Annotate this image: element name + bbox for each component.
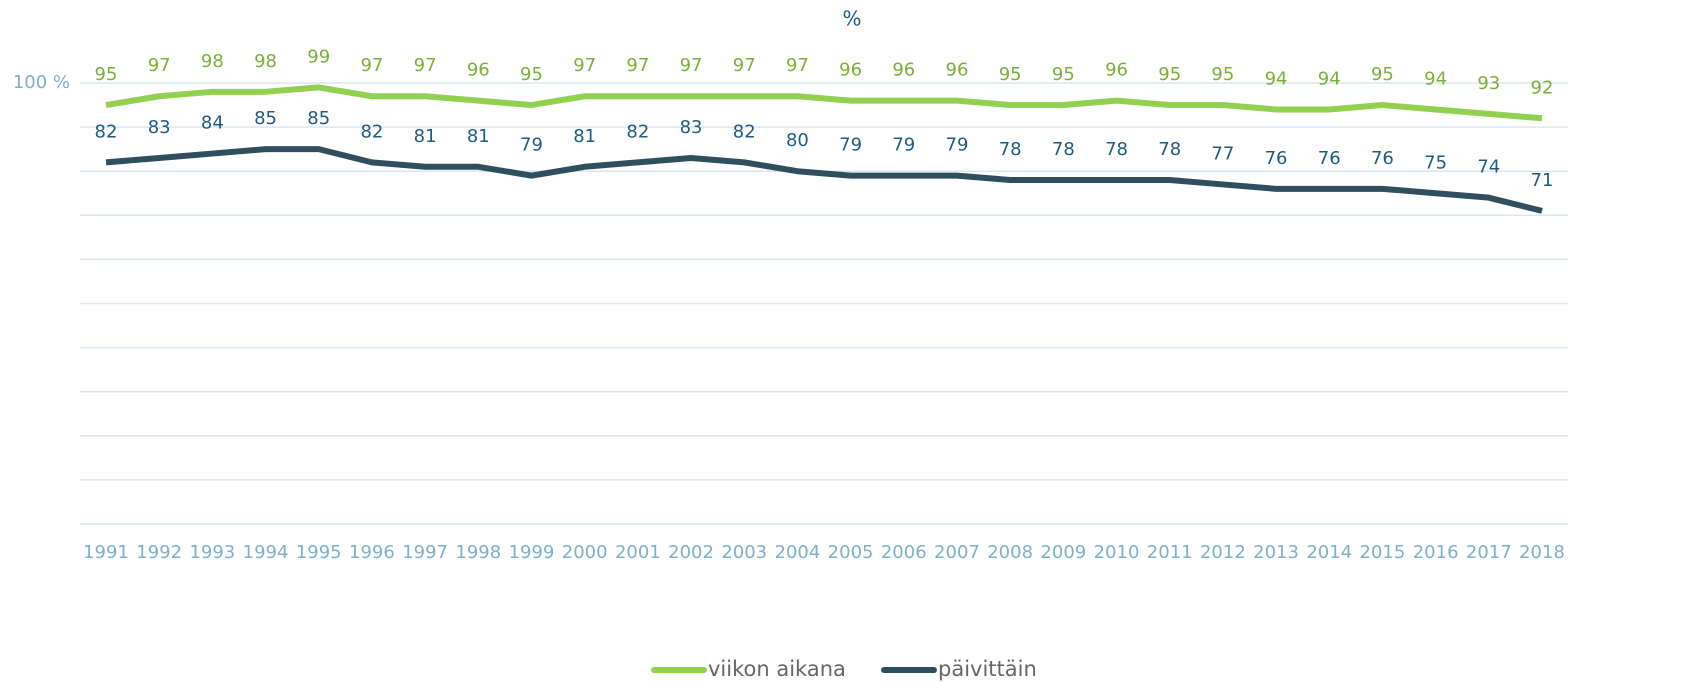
data-label: 96 (467, 60, 490, 81)
x-tick-label: 2008 (987, 542, 1033, 563)
data-label: 95 (1158, 64, 1181, 85)
data-label: 92 (1531, 77, 1554, 98)
data-label: 95 (1371, 64, 1394, 85)
chart-title: % (842, 7, 861, 31)
data-label: 97 (360, 55, 383, 76)
data-label: 76 (1318, 148, 1341, 169)
data-label: 97 (733, 55, 756, 76)
data-label: 83 (148, 117, 171, 138)
data-label: 79 (946, 135, 969, 156)
data-label: 79 (892, 135, 915, 156)
data-label: 96 (1105, 60, 1128, 81)
data-label: 82 (95, 121, 118, 142)
x-tick-label: 1999 (509, 542, 555, 563)
data-label: 76 (1371, 148, 1394, 169)
data-label: 97 (148, 55, 171, 76)
legend-label: viikon aikana (708, 657, 846, 681)
data-label: 76 (1265, 148, 1288, 169)
data-label: 81 (573, 126, 596, 147)
data-label: 78 (1052, 139, 1075, 160)
x-tick-label: 2014 (1306, 542, 1352, 563)
data-label: 77 (1211, 143, 1234, 164)
data-label: 78 (1105, 139, 1128, 160)
x-tick-label: 2001 (615, 542, 661, 563)
data-label: 96 (946, 60, 969, 81)
legend: viikon aikana päivittäin (651, 657, 1037, 681)
data-label: 99 (307, 46, 330, 67)
x-tick-label: 1997 (402, 542, 448, 563)
data-label: 95 (95, 64, 118, 85)
data-label: 85 (307, 108, 330, 129)
data-label: 94 (1424, 68, 1447, 89)
data-label: 81 (467, 126, 490, 147)
data-label: 97 (680, 55, 703, 76)
x-tick-label: 1992 (136, 542, 182, 563)
x-tick-label: 1998 (455, 542, 501, 563)
data-label: 95 (999, 64, 1022, 85)
x-tick-label: 1994 (243, 542, 289, 563)
data-label: 95 (520, 64, 543, 85)
data-label: 97 (573, 55, 596, 76)
x-tick-label: 2004 (775, 542, 821, 563)
x-tick-label: 2010 (1094, 542, 1140, 563)
data-label: 98 (201, 51, 224, 72)
x-tick-label: 2000 (562, 542, 608, 563)
x-tick-label: 2007 (934, 542, 980, 563)
x-tick-label: 2005 (828, 542, 874, 563)
data-label: 71 (1531, 170, 1554, 191)
data-label: 75 (1424, 152, 1447, 173)
x-tick-label: 2011 (1147, 542, 1193, 563)
data-label: 84 (201, 113, 224, 134)
data-label: 79 (839, 135, 862, 156)
data-label: 82 (733, 121, 756, 142)
data-label: 96 (892, 60, 915, 81)
data-label: 78 (999, 139, 1022, 160)
x-tick-label: 1995 (296, 542, 342, 563)
x-tick-label: 2017 (1466, 542, 1512, 563)
series-line (105, 84, 1543, 122)
data-label: 97 (786, 55, 809, 76)
data-label: 82 (626, 121, 649, 142)
data-label: 95 (1052, 64, 1075, 85)
data-label: 98 (254, 51, 277, 72)
y-tick-label: 100 % (13, 72, 70, 93)
series-line (105, 146, 1543, 214)
data-label: 81 (414, 126, 437, 147)
x-tick-label: 2002 (668, 542, 714, 563)
lines (105, 84, 1543, 214)
data-label: 74 (1477, 157, 1500, 178)
x-tick-label: 2012 (1200, 542, 1246, 563)
data-label: 78 (1158, 139, 1181, 160)
data-label: 83 (680, 117, 703, 138)
data-label: 79 (520, 135, 543, 156)
data-label: 97 (414, 55, 437, 76)
legend-label: päivittäin (938, 657, 1037, 681)
data-label: 85 (254, 108, 277, 129)
x-tick-label: 2006 (881, 542, 927, 563)
x-tick-label: 1996 (349, 542, 395, 563)
data-label: 95 (1211, 64, 1234, 85)
data-label: 94 (1265, 68, 1288, 89)
x-tick-label: 2013 (1253, 542, 1299, 563)
data-label: 82 (360, 121, 383, 142)
x-tick-label: 1993 (189, 542, 235, 563)
data-label: 96 (839, 60, 862, 81)
x-tick-label: 2015 (1360, 542, 1406, 563)
labels: 1991 1992 1993 1994 1995 1996 1997 1998 1999 2000… (83, 46, 1565, 563)
data-label: 80 (786, 130, 809, 151)
x-tick-label: 1991 (83, 542, 129, 563)
x-tick-label: 2016 (1413, 542, 1459, 563)
x-tick-label: 2018 (1519, 542, 1565, 563)
x-tick-label: 2009 (1040, 542, 1086, 563)
data-label: 93 (1477, 73, 1500, 94)
x-tick-label: 2003 (721, 542, 767, 563)
data-label: 94 (1318, 68, 1341, 89)
data-label: 97 (626, 55, 649, 76)
